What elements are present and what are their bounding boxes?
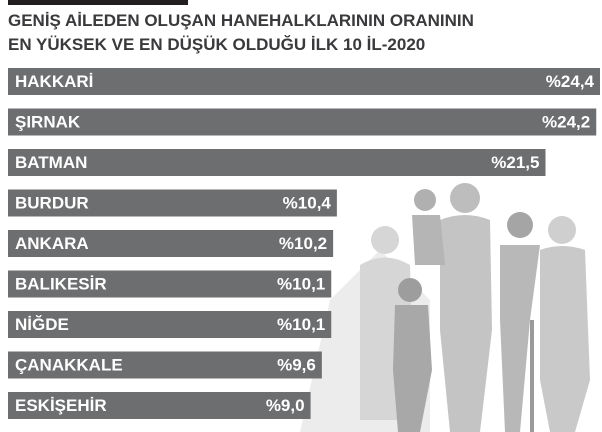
category-label: HAKKARİ (15, 72, 93, 91)
category-label: NİĞDE (15, 315, 69, 334)
bar (8, 149, 546, 176)
value-label: %10,4 (283, 193, 332, 212)
chart-title: EN YÜKSEK VE EN DÜŞÜK OLDUĞU İLK 10 İL-2… (8, 35, 425, 54)
bar (8, 230, 334, 257)
category-label: ÇANAKKALE (15, 355, 123, 374)
category-label: ESKİŞEHİR (15, 396, 107, 415)
bar (8, 189, 337, 217)
category-label: BURDUR (15, 193, 89, 212)
category-label: BATMAN (15, 153, 87, 172)
bar (8, 311, 332, 338)
value-label: %10,1 (277, 315, 325, 334)
bar (8, 270, 332, 298)
bar (8, 108, 597, 136)
top-rule (8, 0, 188, 5)
category-label: BALIKESİR (15, 274, 107, 293)
value-label: %21,5 (491, 153, 539, 172)
bar (8, 392, 311, 419)
category-label: ANKARA (15, 234, 89, 253)
bar (8, 351, 322, 379)
value-label: %10,1 (277, 274, 325, 293)
family-illustration (300, 183, 590, 432)
value-label: %9,6 (277, 355, 316, 374)
bar (8, 68, 600, 95)
value-label: %10,2 (279, 234, 327, 253)
value-label: %24,4 (546, 72, 595, 91)
chart-title: GENİŞ AİLEDEN OLUŞAN HANEHALKLARININ ORA… (8, 11, 474, 30)
value-label: %9,0 (266, 396, 305, 415)
category-label: ŞIRNAK (15, 112, 81, 131)
value-label: %24,2 (542, 112, 590, 131)
